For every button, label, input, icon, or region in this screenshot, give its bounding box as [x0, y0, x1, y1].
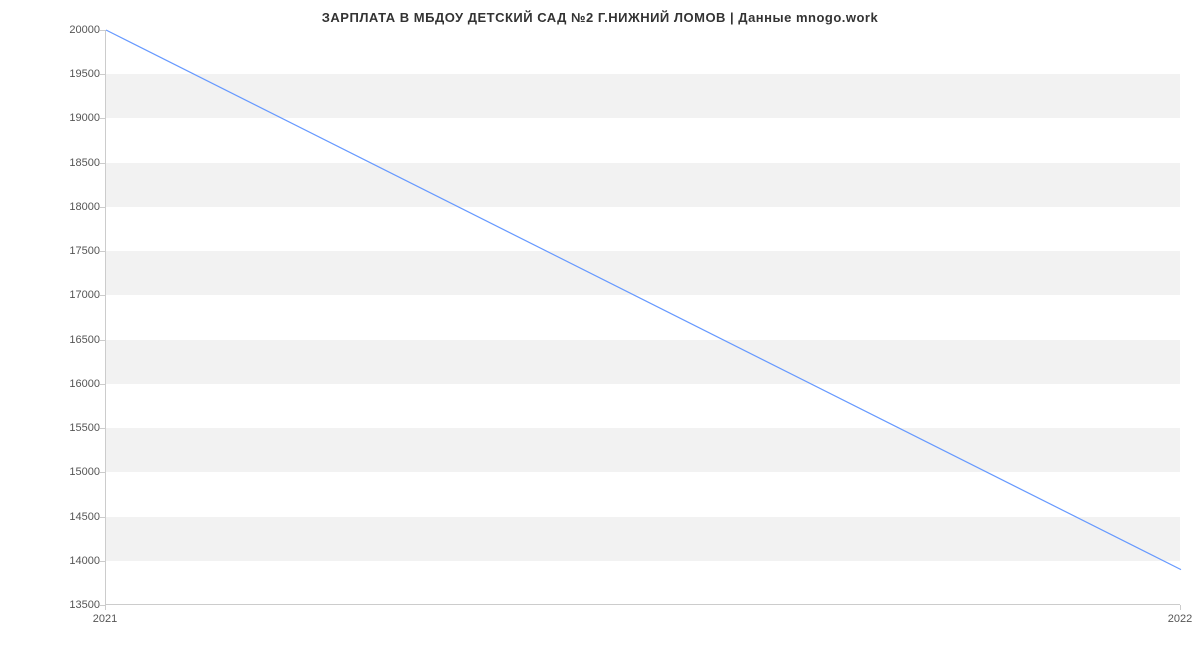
y-tick-label: 20000 [40, 24, 100, 36]
y-tick-mark [100, 384, 105, 385]
y-tick-label: 17500 [40, 245, 100, 257]
y-tick-label: 19500 [40, 68, 100, 80]
y-tick-mark [100, 74, 105, 75]
y-tick-label: 16000 [40, 378, 100, 390]
y-tick-mark [100, 207, 105, 208]
x-tick-label: 2022 [1168, 613, 1192, 625]
y-tick-label: 13500 [40, 599, 100, 611]
y-tick-label: 18000 [40, 201, 100, 213]
y-tick-mark [100, 517, 105, 518]
y-tick-mark [100, 118, 105, 119]
y-tick-label: 16500 [40, 334, 100, 346]
salary-line-chart: ЗАРПЛАТА В МБДОУ ДЕТСКИЙ САД №2 Г.НИЖНИЙ… [0, 0, 1200, 650]
y-tick-mark [100, 561, 105, 562]
x-tick-mark [105, 605, 106, 610]
chart-title: ЗАРПЛАТА В МБДОУ ДЕТСКИЙ САД №2 Г.НИЖНИЙ… [0, 10, 1200, 25]
line-series [106, 30, 1180, 604]
y-tick-mark [100, 163, 105, 164]
y-tick-mark [100, 251, 105, 252]
y-tick-mark [100, 295, 105, 296]
y-tick-mark [100, 428, 105, 429]
y-tick-mark [100, 30, 105, 31]
plot-area [105, 30, 1180, 605]
y-tick-label: 14500 [40, 511, 100, 523]
y-tick-label: 15500 [40, 422, 100, 434]
y-tick-label: 14000 [40, 555, 100, 567]
y-tick-label: 19000 [40, 112, 100, 124]
y-tick-label: 15000 [40, 466, 100, 478]
y-tick-mark [100, 472, 105, 473]
x-tick-mark [1180, 605, 1181, 610]
y-tick-label: 17000 [40, 289, 100, 301]
y-tick-label: 18500 [40, 157, 100, 169]
x-tick-label: 2021 [93, 613, 117, 625]
y-tick-mark [100, 340, 105, 341]
